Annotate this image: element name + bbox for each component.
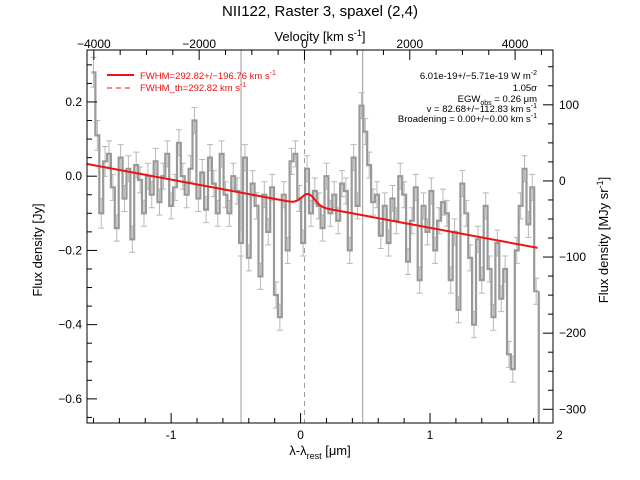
x-tick-label: 2 [556,428,563,442]
annotation-sigma: 1.05σ [513,83,537,94]
right-y-tick-label: −100 [559,250,586,264]
top-x-tick-label: 4000 [502,37,529,51]
y-axis-label: Flux density [Jy] [30,203,45,296]
right-y-tick-label: −300 [559,402,586,416]
top-x-tick-label: 2000 [396,37,423,51]
y-tick-label: −0.6 [58,392,82,406]
top-x-tick-label: −4000 [77,37,111,51]
y-tick-label: −0.2 [58,243,82,257]
legend: FWHM=292.82+/−196.76 km s-1 FWHM_th=292.… [107,70,276,94]
x-tick-label: 1 [427,428,434,442]
plot-frame [86,49,554,424]
top-x-axis-label: Velocity [km s-1] [274,28,365,44]
chart-title: NII122, Raster 3, spaxel (2,4) [222,3,418,20]
fit-annotations: 6.01e-19+/−5.71e-19 W m-2 1.05σ EGWobs =… [398,70,537,125]
top-x-tick-label: −2000 [182,37,216,51]
right-y-tick-label: −200 [559,326,586,340]
x-axis-label: λ-λrest [μm] [289,443,351,461]
axis-ticks: -1 0 1 2−0.6−0.4−0.20.00.2−4000 −2000 0 2000 40… [58,37,586,442]
annotation-velocity: v = 82.68+/−112.83 km s-1 [427,103,537,115]
legend-fit-label: FWHM=292.82+/−196.76 km s-1 [140,70,276,82]
y-tick-label: 0.0 [65,169,82,183]
top-x-tick-label: 0 [301,37,308,51]
right-y-tick-label: 100 [559,98,579,112]
fit-line [86,162,538,249]
y-tick-label: −0.4 [58,318,82,332]
x-tick-label: -1 [166,428,177,442]
right-y-axis-label: Flux density [MJy sr-1] [595,177,611,304]
right-y-tick-label: 0 [559,174,566,188]
legend-theory-label: FWHM_th=292.82 km s-1 [140,82,246,94]
y-tick-label: 0.2 [65,95,82,109]
spectrum-line [91,71,539,371]
annotation-flux: 6.01e-19+/−5.71e-19 W m-2 [420,70,537,82]
annotation-egw: EGWobs = 0.26 μm [458,94,537,107]
annotation-broadening: Broadening = 0.00+/−0.00 km s-1 [398,113,537,125]
x-tick-label: 0 [297,428,304,442]
